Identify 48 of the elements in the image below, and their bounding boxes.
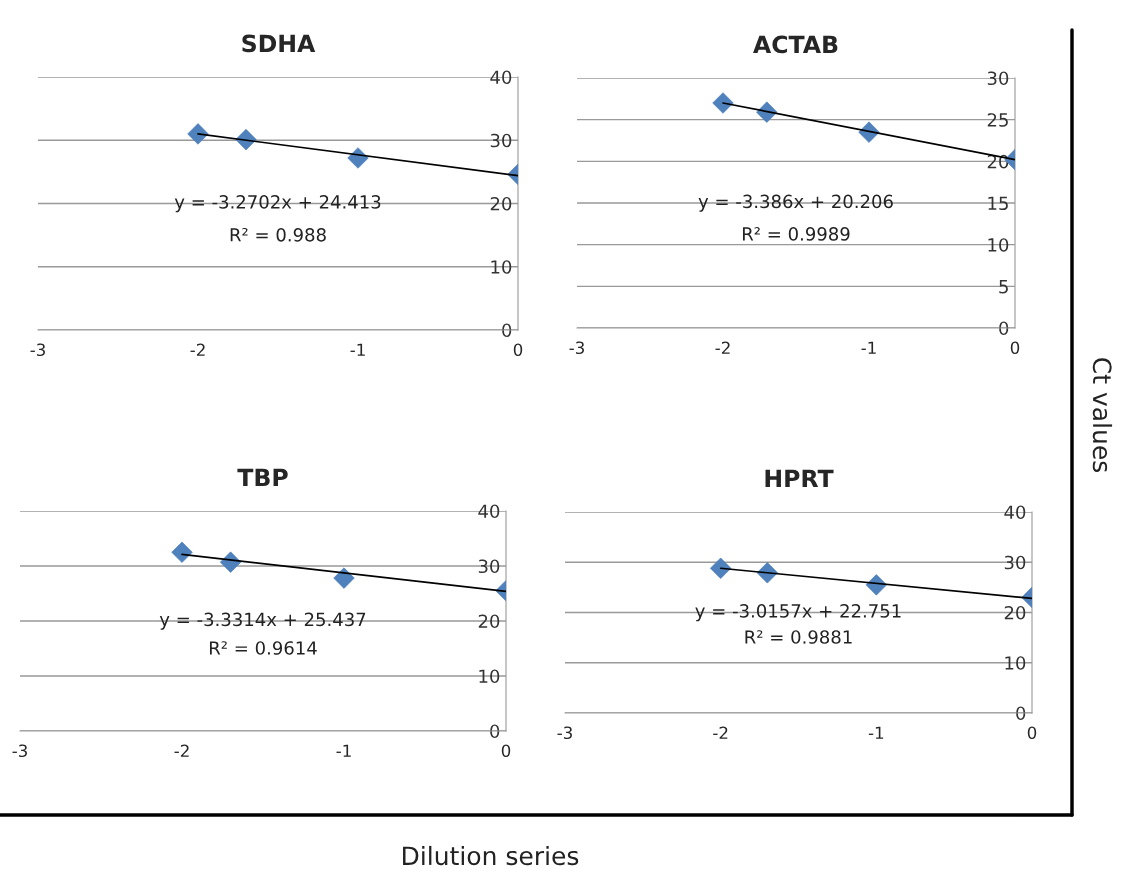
y-tick-label: 20 — [490, 196, 512, 211]
y-tick-label: 0 — [1016, 706, 1026, 721]
x-tick-label: -1 — [336, 744, 351, 757]
annotation: y = -3.386x + 20.206 — [698, 194, 893, 212]
y-tick-label: 0 — [502, 323, 512, 338]
annotation: R² = 0.988 — [230, 227, 326, 242]
annotation: R² = 0.9881 — [745, 630, 852, 644]
chart-title: ACTAB — [753, 35, 838, 54]
y-axis-title: Ct values — [1092, 358, 1113, 473]
annotation: y = -3.3314x + 25.437 — [159, 612, 366, 630]
y-tick-label: 20 — [478, 614, 500, 629]
x-tick-label: -2 — [715, 341, 730, 354]
y-tick-label: 10 — [479, 669, 500, 684]
x-axis-title: Dilution series — [403, 845, 579, 866]
y-tick-label: 30 — [490, 133, 512, 148]
y-tick-label: 30 — [987, 71, 1009, 86]
x-tick-label: -3 — [557, 726, 572, 740]
chart-title: HPRT — [765, 469, 834, 487]
x-tick-label: -3 — [30, 343, 45, 357]
y-tick-label: 40 — [490, 70, 512, 85]
x-tick-label: -1 — [861, 341, 876, 354]
y-tick-label: 30 — [1004, 555, 1026, 570]
x-tick-label: -1 — [350, 343, 365, 356]
y-tick-label: 10 — [1005, 656, 1026, 670]
y-tick-label: 20 — [1004, 605, 1026, 620]
x-tick-label: -2 — [190, 343, 205, 356]
y-tick-label: 15 — [988, 196, 1008, 211]
y-tick-label: 10 — [988, 238, 1009, 252]
y-tick-label: 25 — [987, 113, 1008, 127]
annotation: y = -3.2702x + 24.413 — [174, 195, 381, 213]
x-tick-label: -1 — [868, 726, 884, 739]
y-tick-label: 0 — [999, 321, 1009, 336]
x-tick-label: -3 — [12, 744, 27, 758]
y-tick-label: 5 — [999, 280, 1008, 294]
y-tick-label: 40 — [1004, 505, 1026, 520]
y-tick-label: 30 — [478, 559, 500, 574]
x-tick-label: 0 — [513, 343, 523, 357]
chart-title: TBP — [237, 468, 288, 486]
annotation: y = -3.0157x + 22.751 — [695, 604, 901, 622]
x-tick-label: -2 — [713, 726, 728, 739]
x-tick-label: -3 — [569, 341, 584, 355]
chart-title: SDHA — [242, 34, 316, 53]
x-tick-label: -2 — [174, 744, 189, 757]
annotation: R² = 0.9989 — [742, 227, 850, 241]
y-tick-label: 40 — [478, 504, 500, 519]
annotation: R² = 0.9614 — [209, 641, 317, 655]
x-tick-label: 0 — [1027, 726, 1037, 740]
y-tick-label: 10 — [491, 260, 512, 274]
